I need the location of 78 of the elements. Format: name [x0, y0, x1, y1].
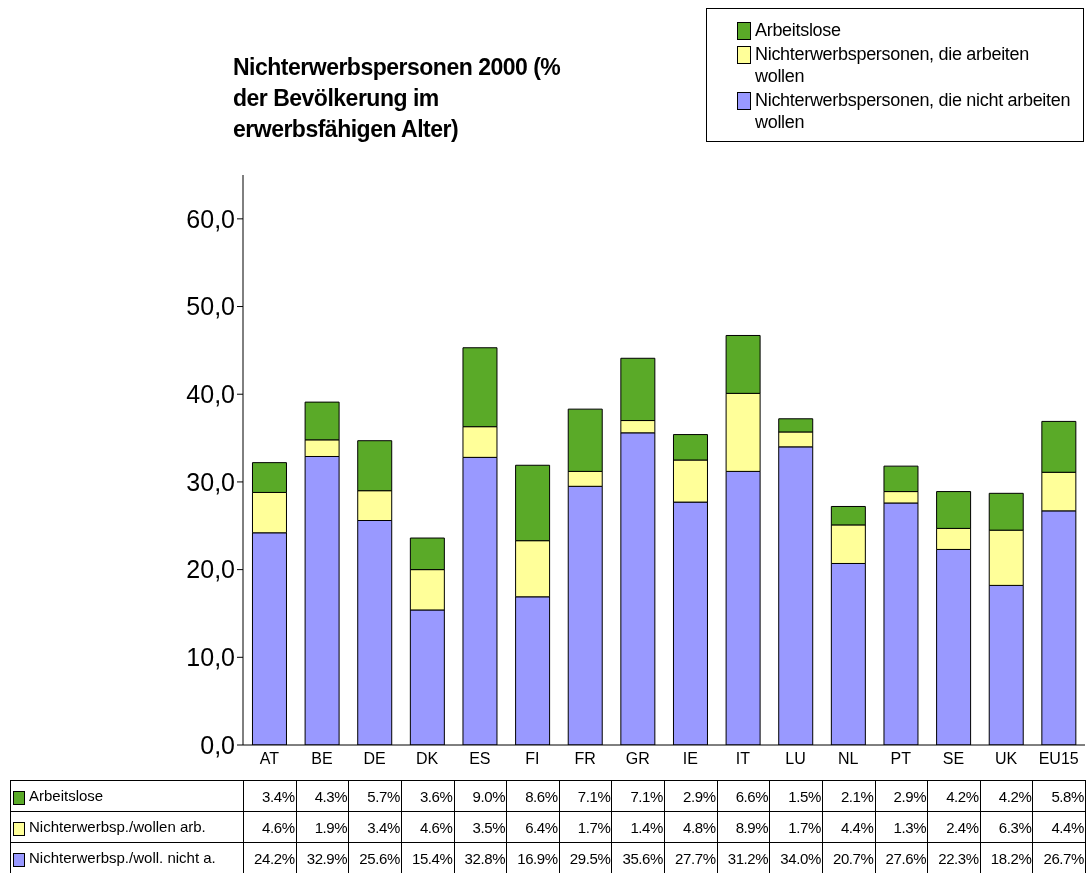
data-label: 27.6%	[875, 842, 928, 873]
data-label: 5.7%	[348, 780, 402, 812]
y-tick-label: 40,0	[186, 380, 235, 409]
x-tick-label: DK	[416, 750, 439, 768]
data-label: 35.6%	[611, 842, 665, 873]
data-label: 3.4%	[348, 811, 402, 843]
data-label: 22.3%	[927, 842, 981, 873]
data-label: 18.2%	[980, 842, 1033, 873]
data-label: 3.5%	[454, 811, 507, 843]
y-tick-label: 0,0	[200, 730, 235, 759]
data-label: 4.4%	[1032, 811, 1086, 843]
x-tick-label: BE	[311, 750, 333, 768]
data-label: 8.9%	[717, 811, 770, 843]
legend-label: Nichterwerbspersonen, die arbeiten wollen	[755, 43, 1030, 87]
data-label: 3.6%	[401, 780, 454, 812]
data-label: 27.7%	[664, 842, 718, 873]
data-label: 2.4%	[927, 811, 981, 843]
data-label: 29.5%	[559, 842, 612, 873]
text: Nichterwerbsp./wollen arb.	[10, 811, 244, 843]
data-label: 7.1%	[611, 780, 665, 812]
data-label: 2.1%	[822, 780, 875, 812]
x-tick-label: SE	[942, 750, 965, 768]
x-tick-label: AT	[259, 750, 280, 768]
x-tick-label: LU	[785, 750, 806, 768]
data-label: 3.4%	[243, 780, 297, 812]
data-label: 16.9%	[506, 842, 560, 873]
x-tick-label: IE	[682, 750, 698, 768]
data-label: 32.8%	[454, 842, 507, 873]
x-tick-label: PT	[890, 750, 912, 768]
x-tick-label: GR	[625, 750, 650, 768]
legend-label: Arbeitslose	[755, 19, 841, 41]
data-label: 1.9%	[296, 811, 349, 843]
text: Arbeitslose	[10, 780, 244, 812]
text: Nichterwerbsp./woll. nicht a.	[10, 842, 244, 873]
data-label: 15.4%	[401, 842, 454, 873]
data-label: 2.9%	[664, 780, 718, 812]
y-tick-label: 50,0	[186, 292, 235, 321]
x-tick-label: EU15	[1038, 750, 1079, 768]
x-tick-label: FR	[574, 750, 596, 768]
data-label: 4.2%	[980, 780, 1033, 812]
legend-label: Nichterwerbspersonen, die nicht arbeiten wollen	[755, 89, 1072, 133]
data-label: 1.7%	[559, 811, 612, 843]
data-label: 34.0%	[769, 842, 823, 873]
data-label: 20.7%	[822, 842, 875, 873]
data-label: 4.3%	[296, 780, 349, 812]
data-label: 1.5%	[769, 780, 823, 812]
data-label: 9.0%	[454, 780, 507, 812]
data-label: 2.9%	[875, 780, 928, 812]
data-label: 4.6%	[401, 811, 454, 843]
x-tick-label: NL	[837, 750, 859, 768]
data-label: 4.6%	[243, 811, 297, 843]
x-tick-label: ES	[469, 750, 491, 768]
data-label: 25.6%	[348, 842, 402, 873]
data-label: 31.2%	[717, 842, 770, 873]
data-label: 1.3%	[875, 811, 928, 843]
data-label: 1.7%	[769, 811, 823, 843]
data-label: 4.2%	[927, 780, 981, 812]
y-tick-label: 20,0	[186, 555, 235, 584]
y-tick-label: 30,0	[186, 467, 235, 496]
x-tick-label: DE	[363, 750, 386, 768]
data-label: 1.4%	[611, 811, 665, 843]
x-tick-label: UK	[994, 750, 1018, 768]
data-label: 8.6%	[506, 780, 560, 812]
y-tick-label: 10,0	[186, 643, 235, 672]
data-label: 4.8%	[664, 811, 718, 843]
data-label: 32.9%	[296, 842, 349, 873]
data-label: 4.4%	[822, 811, 875, 843]
x-tick-label: IT	[735, 750, 751, 768]
data-label: 26.7%	[1032, 842, 1086, 873]
chart-title: Nichterwerbspersonen 2000 (% der Bevölkerung im erwerbsfähigen Alter)	[233, 53, 562, 144]
data-label: 6.4%	[506, 811, 560, 843]
data-label: 24.2%	[243, 842, 297, 873]
x-tick-label: FI	[525, 750, 540, 768]
data-label: 5.8%	[1032, 780, 1086, 812]
y-tick-label: 60,0	[186, 204, 235, 233]
data-label: 6.3%	[980, 811, 1033, 843]
data-label: 6.6%	[717, 780, 770, 812]
data-label: 7.1%	[559, 780, 612, 812]
